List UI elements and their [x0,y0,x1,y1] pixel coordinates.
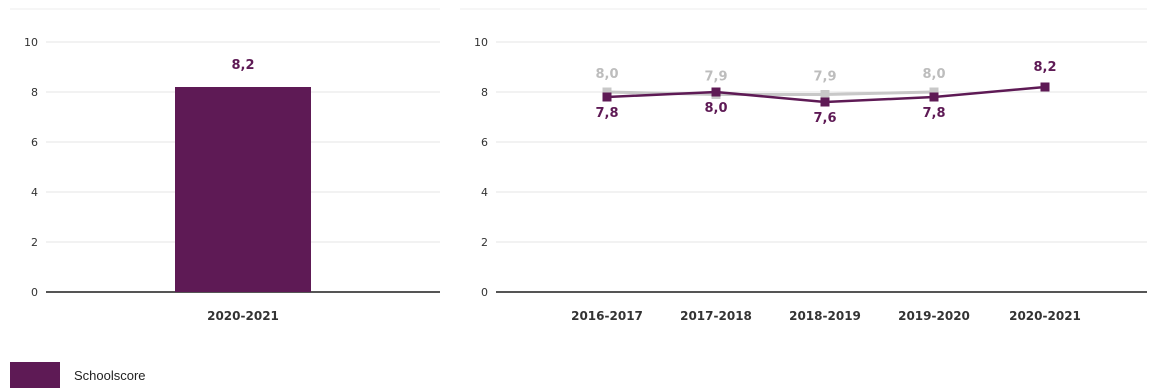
comparison-point [929,87,939,97]
bar-x-tick-label: 2020-2021 [207,309,279,323]
school-value-label: 7,8 [595,106,618,121]
school-point [1040,82,1050,92]
line-x-tick-label: 2017-2018 [680,309,752,323]
bar-chart-ytick-label: 4 [31,186,38,199]
chart-area: 0 2 4 6 8 10 8,2 2020-2021 0 2 4 6 8 10 2016-2017 2017-… [10,8,1147,323]
bar-chart-ytick-label: 6 [31,136,38,149]
school-point [602,92,612,102]
line-x-tick-label: 2019-2020 [898,309,970,323]
legend-swatch-school [10,362,60,388]
comparison-value-label: 7,9 [704,70,727,85]
school-value-label: 7,6 [813,111,836,126]
comparison-point [602,87,612,97]
line-chart-ytick-label: 0 [481,286,488,299]
bar-chart-ytick-label: 10 [24,36,38,49]
legend: Schoolscore [10,362,146,388]
school-value-label: 8,2 [1033,60,1056,75]
bar-chart-ytick-label: 8 [31,86,38,99]
school-value-label: 8,0 [704,101,727,116]
bar [175,87,311,292]
school-value-label: 7,8 [922,106,945,121]
line-chart-ytick-label: 4 [481,186,488,199]
bar-chart-ytick-label: 2 [31,236,38,249]
legend-label-school: Schoolscore [74,367,146,383]
bar-value-label: 8,2 [231,58,254,73]
comparison-value-label: 8,0 [922,67,945,82]
line-chart-ytick-label: 10 [474,36,488,49]
comparison-value-label: 7,9 [813,70,836,85]
line-chart-ytick-label: 8 [481,86,488,99]
line-chart-ytick-label: 2 [481,236,488,249]
comparison-point [820,90,830,99]
bar-chart-ytick-label: 0 [31,286,38,299]
line-chart-ytick-label: 6 [481,136,488,149]
school-point [929,92,939,102]
comparison-value-label: 8,0 [595,67,618,82]
school-point [820,97,830,107]
line-x-tick-label: 2018-2019 [789,309,861,323]
line-x-tick-label: 2016-2017 [571,309,643,323]
school-point [711,87,721,97]
line-x-tick-label: 2020-2021 [1009,309,1081,323]
